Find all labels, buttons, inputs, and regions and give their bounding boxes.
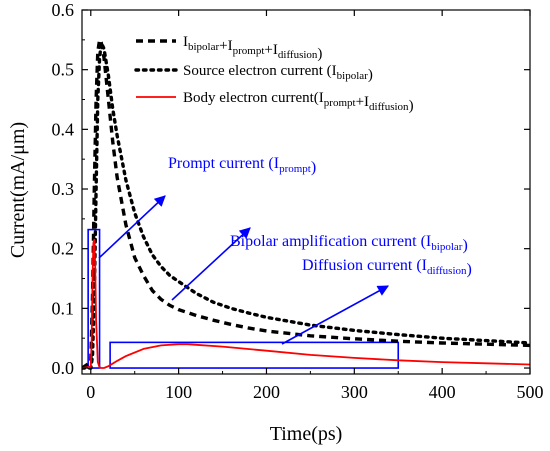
legend-label-body-sub: diffusion [369, 101, 409, 113]
series-line-total [82, 38, 530, 370]
x-tick-label: 200 [253, 382, 280, 402]
legend: Ibipolar+Iprompt+Idiffusion)Source elect… [134, 34, 414, 114]
annotation-prompt-part: ) [311, 159, 316, 176]
legend-label-body-part: Body electron current(I [183, 90, 324, 106]
legend-label-body-part: ) [409, 98, 414, 114]
legend-label-body-sub: prompt [324, 97, 356, 109]
series-line-source [82, 41, 530, 370]
x-tick-label: 300 [341, 382, 368, 402]
legend-label-source-part: ) [368, 67, 373, 83]
annotation-diffusion-sub: diffusion [427, 265, 467, 277]
x-axis-title: Time(ps) [270, 423, 343, 445]
arrow-prompt [98, 195, 166, 259]
y-tick-label: 0.5 [52, 60, 75, 80]
legend-label-source-sub: bipolar [337, 70, 368, 82]
y-tick-label: 0.2 [52, 239, 75, 259]
y-tick-label: 0.3 [52, 179, 75, 199]
legend-label-total-part: +I [264, 42, 277, 58]
annotation-diffusion-part: Diffusion current (I [302, 257, 427, 274]
series-line-body [82, 238, 530, 369]
highlight-box-diffusion-box [109, 341, 400, 369]
arrow-diffusion [281, 285, 389, 345]
arrow-bipolar [171, 227, 251, 301]
highlight-box-prompt-box [87, 228, 101, 369]
plot-frame [81, 9, 531, 375]
y-tick-label: 0.4 [52, 119, 75, 139]
annotation-prompt: Prompt current (Iprompt) [168, 155, 316, 176]
y-axis-title: Current(mA/μm) [7, 122, 29, 258]
legend-label-total-sub: bipolar [188, 41, 219, 53]
annotation-bipolar: Bipolar amplification current (Ibipolar) [230, 233, 468, 254]
legend-label-total-sub: diffusion [278, 49, 318, 61]
legend-label-body-part: +I [356, 94, 369, 110]
y-tick-label: 0.1 [52, 298, 75, 318]
annotation-diffusion: Diffusion current (Idiffusion) [302, 257, 472, 278]
x-tick-label: 400 [429, 382, 456, 402]
annotation-bipolar-part: Bipolar amplification current (I [230, 233, 431, 250]
series-group [82, 38, 530, 370]
annotation-diffusion-part: ) [467, 261, 472, 278]
x-tick-label: 0 [86, 382, 95, 402]
annotation-bipolar-sub: bipolar [431, 241, 462, 253]
plot-area [82, 38, 530, 370]
x-tick-label: 500 [517, 382, 544, 402]
legend-label-body: Body electron current(Iprompt+Idiffusion… [183, 90, 414, 114]
x-tick-label: 100 [165, 382, 192, 402]
legend-label-total: Ibipolar+Iprompt+Idiffusion) [183, 34, 322, 62]
legend-label-total-sub: prompt [233, 45, 265, 57]
axes: 0 100 200 300 400 500 0.0 0.1 0.2 0.3 0.4 0.5 0.6 [52, 0, 544, 402]
legend-label-total-part: I [183, 34, 188, 50]
annotation-prompt-part: Prompt current (I [168, 155, 279, 172]
annotation-bipolar-part: ) [462, 237, 467, 254]
y-tick-label: 0.0 [52, 358, 75, 378]
legend-label-total-part: ) [317, 46, 322, 62]
legend-label-source-part: Source electron current (I [183, 63, 337, 79]
legend-label-total-part: +I [219, 38, 232, 54]
legend-label-source: Source electron current (Ibipolar) [183, 63, 373, 83]
annotations: Prompt current (Iprompt)Bipolar amplific… [98, 155, 472, 345]
annotation-prompt-sub: prompt [279, 163, 311, 175]
y-tick-label: 0.6 [52, 0, 75, 20]
